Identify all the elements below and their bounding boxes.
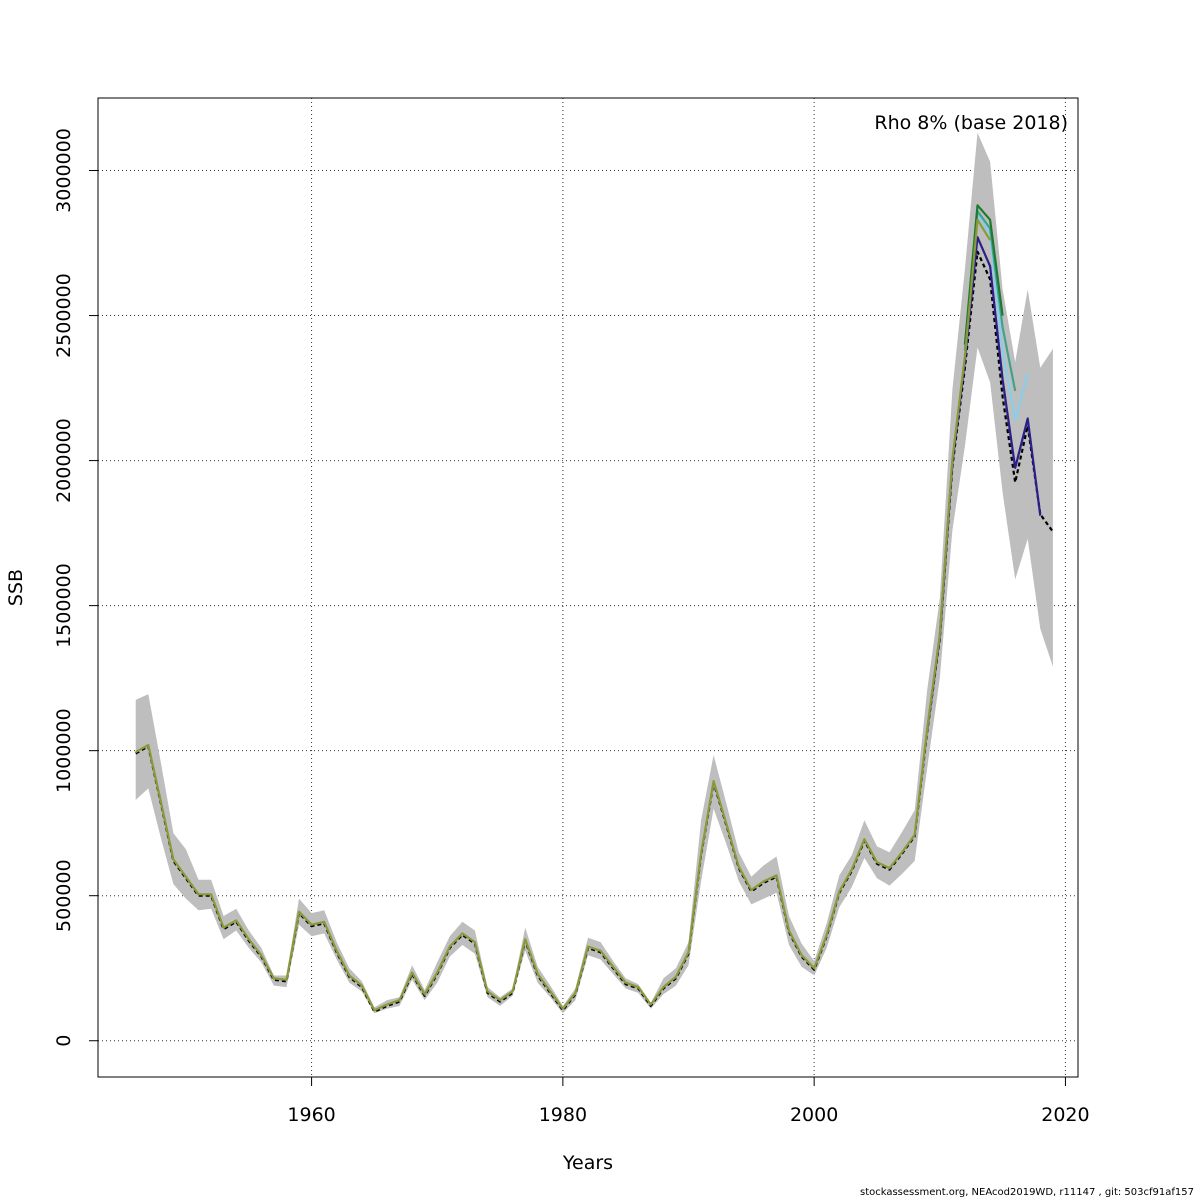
y-axis-title: SSB (5, 569, 27, 606)
confidence-band-layer (135, 132, 1053, 1014)
y-tick-label-500000: 500000 (53, 859, 75, 932)
series-layer (135, 204, 1054, 1013)
x-tick-label-1960: 1960 (287, 1104, 335, 1126)
x-tick-label-2020: 2020 (1041, 1104, 1089, 1126)
series-line-4 (963, 204, 1004, 345)
confidence-band (135, 132, 1053, 1014)
y-tick-label-1500000: 1500000 (53, 563, 75, 648)
x-axis: 1960 1980 2000 2020 (287, 1077, 1090, 1126)
x-axis-title: Years (562, 1152, 613, 1174)
series-line-0 (135, 250, 1054, 1013)
grid-lines (98, 98, 1078, 1077)
y-tick-label-2000000: 2000000 (53, 418, 75, 503)
footer-credit: stockassessment.org, NEAcod2019WD, r1114… (859, 1187, 1194, 1198)
x-tick-label-2000: 2000 (790, 1104, 838, 1126)
y-tick-label-2500000: 2500000 (53, 273, 75, 358)
y-tick-label-0: 0 (53, 1035, 75, 1047)
y-tick-label-1000000: 1000000 (53, 708, 75, 793)
plot-frame (97, 97, 1079, 1078)
series-line-5 (135, 218, 992, 1012)
rho-annotation: Rho 8% (base 2018) (874, 112, 1068, 134)
y-tick-label-3000000: 3000000 (53, 128, 75, 213)
x-tick-label-1980: 1980 (539, 1104, 587, 1126)
y-axis: 0 500000 1000000 1500000 2000000 2500000 30000… (53, 128, 98, 1047)
